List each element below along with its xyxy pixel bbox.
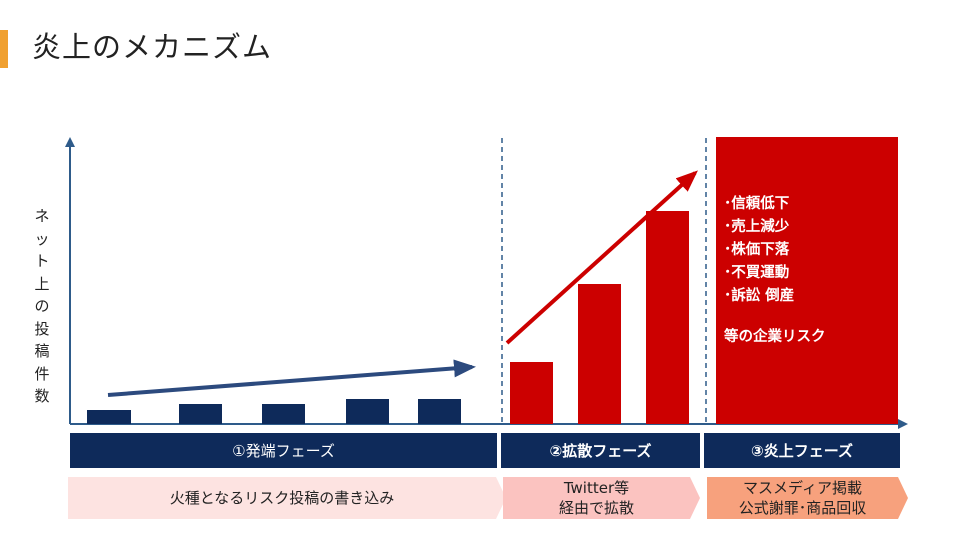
phase-flame: ③炎上フェーズ bbox=[704, 433, 900, 468]
desc-ignition: 火種となるリスク投稿の書き込み bbox=[68, 477, 496, 519]
desc-ignition-text: 火種となるリスク投稿の書き込み bbox=[169, 489, 395, 507]
post-volume-bar bbox=[262, 404, 305, 424]
desc-spread-line2: 経由で拡散 bbox=[558, 499, 634, 517]
post-volume-bar bbox=[179, 404, 222, 424]
risk-item: ･売上減少 bbox=[724, 219, 790, 235]
risk-list: ･信頼低下 ･売上減少 ･株価下落 ･不買運動 ･訴訟 倒産 bbox=[724, 193, 894, 308]
slide-title: 炎上のメカニズム bbox=[32, 30, 273, 64]
chevron-spread bbox=[503, 477, 700, 519]
desc-flame: マスメディア掲載 公式謝罪･商品回収 bbox=[707, 477, 898, 519]
bar-group bbox=[87, 211, 689, 424]
chevron-flame bbox=[707, 477, 908, 519]
phase-spread: ②拡散フェーズ bbox=[501, 433, 700, 468]
post-volume-bar bbox=[510, 362, 553, 424]
risk-footer: 等の企業リスク bbox=[724, 329, 826, 345]
growth-arrow-slow bbox=[107, 359, 476, 397]
risk-item: ･信頼低下 bbox=[724, 196, 790, 212]
risk-item: ･訴訟 倒産 bbox=[724, 288, 795, 304]
post-volume-bar bbox=[87, 410, 131, 424]
desc-flame-line1: マスメディア掲載 bbox=[743, 479, 862, 497]
post-volume-bar bbox=[346, 399, 389, 424]
growth-arrow-fast bbox=[505, 170, 698, 345]
chevron-ignition bbox=[68, 477, 506, 519]
desc-flame-line2: 公式謝罪･商品回収 bbox=[738, 499, 867, 517]
y-axis-label: ネット上の投稿件数 bbox=[34, 207, 50, 405]
desc-spread-line1: Twitter等 bbox=[563, 479, 630, 497]
risk-box bbox=[716, 137, 898, 424]
post-volume-bar bbox=[578, 284, 621, 424]
post-volume-bar bbox=[418, 399, 461, 424]
post-volume-bar bbox=[646, 211, 689, 424]
phase-ignition: ①発端フェーズ bbox=[70, 433, 497, 468]
risk-item: ･不買運動 bbox=[724, 265, 790, 281]
desc-spread: Twitter等 経由で拡散 bbox=[503, 477, 690, 519]
title-accent-bar bbox=[0, 30, 8, 68]
risk-item: ･株価下落 bbox=[724, 242, 790, 258]
